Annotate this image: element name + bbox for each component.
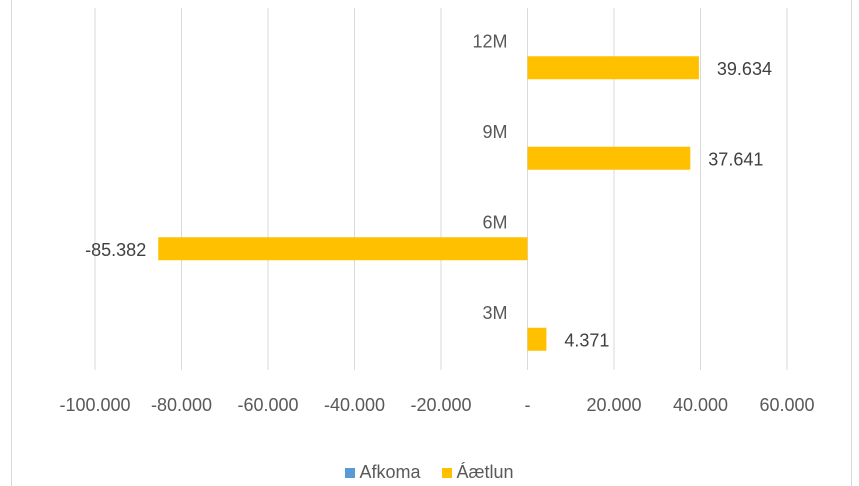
x-tick-label: -80.000 [151, 395, 212, 415]
category-labels: 3M 6M 9M 12M [472, 31, 507, 323]
data-labels: 4.371 -85.382 37.641 39.634 [85, 59, 772, 351]
x-tick-labels: -100.000 -80.000 -60.000 -40.000 -20.000-20.… [59, 395, 814, 415]
chart-border-right [851, 0, 852, 486]
x-tick-label: - [525, 395, 531, 415]
bar-12m[interactable] [527, 56, 699, 80]
x-tick-label: -60.000 [237, 395, 298, 415]
category-label: 12M [472, 31, 507, 51]
data-label: -85.382 [85, 240, 146, 260]
x-tick-label: 60.000 [759, 395, 814, 415]
x-tick-label: 20.000 [586, 395, 641, 415]
data-label: 39.634 [717, 59, 772, 79]
x-tick-label: -20.000 [410, 395, 471, 415]
x-tick-label: 40.000 [673, 395, 728, 415]
legend: Afkoma Áætlun [0, 462, 859, 483]
category-label: 6M [482, 212, 507, 232]
gridlines [94, 8, 788, 370]
legend-swatch-aaetlun [442, 467, 453, 478]
data-label: 4.371 [564, 330, 609, 350]
legend-label-afkoma: Afkoma [359, 462, 421, 482]
chart-border-left [11, 0, 12, 486]
data-label: 37.641 [708, 149, 763, 169]
bar-6m[interactable] [158, 237, 528, 261]
bar-3m[interactable] [527, 327, 547, 351]
category-label: 3M [482, 303, 507, 323]
x-tick-label: -40.000 [324, 395, 385, 415]
legend-label-aaetlun: Áætlun [456, 462, 514, 482]
bar-9m[interactable] [527, 146, 691, 170]
legend-swatch-afkoma [345, 467, 356, 478]
x-tick-label: -100.000 [59, 395, 130, 415]
category-label: 9M [482, 122, 507, 142]
legend-item-afkoma[interactable]: Afkoma [345, 462, 420, 483]
legend-item-aaetlun[interactable]: Áætlun [442, 462, 514, 483]
bars [158, 56, 699, 351]
